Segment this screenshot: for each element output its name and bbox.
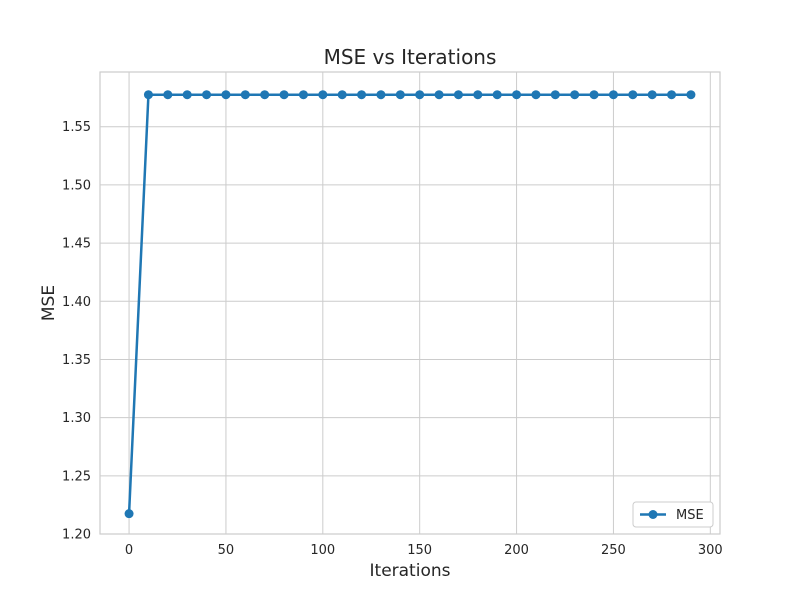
data-point-mse bbox=[376, 90, 386, 100]
y-tick-label: 1.30 bbox=[62, 411, 91, 426]
y-axis-label: MSE bbox=[39, 285, 59, 321]
x-tick-label: 0 bbox=[125, 543, 133, 558]
tick-labels: 0 50 100 150 200 250 300 1.20 1.25 1.30 1.35 1.40 1.… bbox=[62, 120, 723, 558]
data-point-mse bbox=[667, 90, 677, 100]
grid-lines bbox=[100, 72, 720, 535]
axes-frame bbox=[99, 71, 721, 535]
data-point-mse bbox=[143, 90, 153, 100]
chart-title: MSE vs Iterations bbox=[324, 45, 497, 69]
data-point-mse bbox=[473, 90, 483, 100]
data-point-mse bbox=[628, 90, 638, 100]
data-point-mse bbox=[279, 90, 289, 100]
y-tick-label: 1.40 bbox=[62, 295, 91, 310]
x-tick-label: 300 bbox=[698, 543, 723, 558]
legend-label-mse: MSE bbox=[676, 508, 704, 523]
data-point-mse bbox=[298, 90, 308, 100]
y-tick-label: 1.35 bbox=[62, 353, 91, 368]
data-point-mse bbox=[589, 90, 599, 100]
data-point-mse bbox=[550, 90, 560, 100]
data-point-mse bbox=[395, 90, 405, 100]
data-point-mse bbox=[453, 90, 463, 100]
data-point-mse bbox=[221, 90, 231, 100]
data-point-mse bbox=[492, 90, 502, 100]
data-point-mse bbox=[182, 90, 192, 100]
legend-box bbox=[632, 501, 714, 528]
plot-area bbox=[100, 72, 720, 534]
data-point-mse bbox=[260, 90, 270, 100]
y-tick-label: 1.20 bbox=[62, 528, 91, 543]
x-tick-label: 100 bbox=[310, 543, 335, 558]
data-point-mse bbox=[163, 90, 173, 100]
x-tick-label: 50 bbox=[218, 543, 235, 558]
data-point-mse bbox=[124, 509, 134, 519]
x-axis-label: Iterations bbox=[370, 561, 451, 581]
plot-frame bbox=[99, 71, 721, 535]
legend: MSE bbox=[632, 501, 714, 528]
y-tick-label: 1.55 bbox=[62, 120, 91, 135]
data-point-mse bbox=[240, 90, 250, 100]
data-point-mse bbox=[434, 90, 444, 100]
data-point-mse bbox=[202, 90, 212, 100]
legend-marker-swatch bbox=[648, 510, 658, 519]
data-point-mse bbox=[357, 90, 367, 100]
data-point-mse bbox=[337, 90, 347, 100]
y-tick-label: 1.50 bbox=[62, 178, 91, 193]
data-point-mse bbox=[512, 90, 522, 100]
series-mse bbox=[124, 90, 696, 519]
x-tick-label: 250 bbox=[601, 543, 626, 558]
data-point-mse bbox=[686, 90, 696, 100]
data-point-mse bbox=[318, 90, 328, 100]
data-point-mse bbox=[647, 90, 657, 100]
x-tick-label: 150 bbox=[407, 543, 432, 558]
data-point-mse bbox=[531, 90, 541, 100]
y-tick-label: 1.45 bbox=[62, 237, 91, 252]
x-tick-label: 200 bbox=[504, 543, 529, 558]
data-point-mse bbox=[415, 90, 425, 100]
data-point-mse bbox=[608, 90, 618, 100]
y-tick-label: 1.25 bbox=[62, 469, 91, 484]
data-point-mse bbox=[570, 90, 580, 100]
